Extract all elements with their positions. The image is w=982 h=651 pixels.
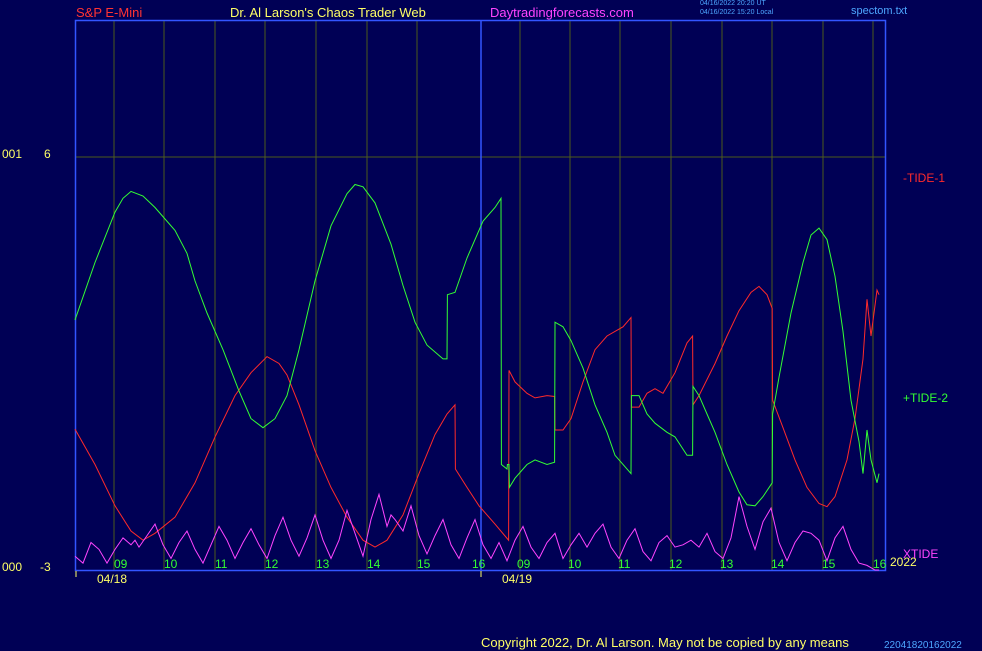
date-label-0419: 04/19 [502,572,532,586]
year-label: 2022 [890,555,917,569]
grid-layer [113,20,874,570]
hour-tick-label: 16 [472,557,486,571]
hour-tick-label: 10 [164,557,178,571]
local-timestamp: 04/16/2022 15:20 Local [700,9,774,16]
y-label-bottom-value: -3 [40,560,51,574]
hour-tick-label: 10 [568,557,582,571]
symbol-title: S&P E-Mini [76,5,143,20]
author-title: Dr. Al Larson's Chaos Trader Web [230,5,426,20]
hour-tick-label: 09 [517,557,531,571]
hour-tick-label: 14 [367,557,381,571]
site-link[interactable]: Daytradingforecasts.com [490,5,634,20]
hour-tick-label: 12 [265,557,279,571]
hour-tick-label: 11 [215,557,228,571]
utc-timestamp: 04/16/2022 20:20 UT [700,0,766,7]
legend-xtide: XTIDE [903,547,938,561]
y-label-top-value: 6 [44,147,51,161]
footer-stamp: 22041820162022 [884,640,962,651]
hour-tick-label: 12 [669,557,683,571]
hour-tick-label: 15 [417,557,431,571]
hour-tick-label: 11 [618,557,631,571]
y-label-bottom-left: 000 [2,560,22,574]
hour-tick-label: 14 [771,557,785,571]
copyright-notice: Copyright 2022, Dr. Al Larson. May not b… [481,635,849,650]
date-label-0418: 04/18 [97,572,127,586]
hour-tick-label: 13 [316,557,330,571]
series-xtide-line [74,492,879,571]
data-file-name: spectom.txt [851,5,908,17]
hour-tick-label: 16 [873,557,887,571]
hour-tick-label: 15 [822,557,836,571]
x-axis-ticks: 09 10 11 12 13 14 15 16 09 10 11 12 13 14 15 16 [114,557,887,571]
hour-tick-label: 09 [114,557,128,571]
series-tide2-line [74,183,880,507]
y-label-top-left: 001 [2,147,22,161]
legend-tide1: -TIDE-1 [903,171,945,185]
series-tide1-line [74,285,880,548]
hour-tick-label: 13 [720,557,734,571]
legend-tide2: +TIDE-2 [903,391,948,405]
